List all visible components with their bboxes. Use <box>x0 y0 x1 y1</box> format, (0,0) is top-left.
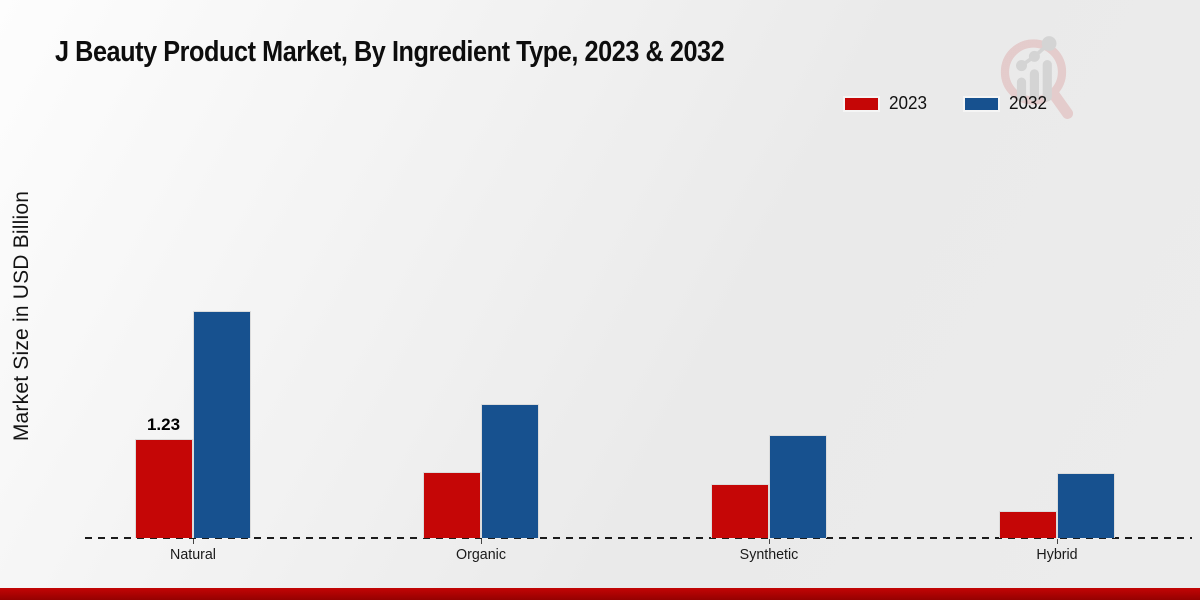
legend-swatch-2032 <box>965 97 999 110</box>
x-axis-category-label-hybrid: Hybrid <box>1035 546 1078 563</box>
bar-2032-organic <box>480 404 539 538</box>
legend-swatch-2023 <box>845 97 878 110</box>
x-axis-tick-hybrid <box>1056 539 1058 544</box>
x-axis-tick-organic <box>480 539 482 544</box>
bar-2023-hybrid <box>998 511 1057 538</box>
bar-2032-synthetic <box>768 435 827 538</box>
legend-item-2023: 2023 <box>845 93 929 114</box>
x-axis-category-label-synthetic: Synthetic <box>739 546 798 563</box>
legend-item-2032: 2032 <box>965 93 1049 114</box>
bar-2032-natural <box>192 311 251 538</box>
magnifier-chart-icon <box>1000 36 1074 119</box>
legend: 2023 2032 <box>845 93 1049 114</box>
bar-2023-synthetic <box>710 484 769 538</box>
x-axis-baseline <box>85 537 1192 539</box>
bar-2023-organic <box>422 472 481 538</box>
brand-watermark-magnifier-chart-icon <box>993 26 1085 130</box>
chart-title: J Beauty Product Market, By Ingredient T… <box>55 36 725 68</box>
legend-label-2023: 2023 <box>889 93 928 113</box>
x-axis-category-label-organic: Organic <box>455 546 506 563</box>
x-axis-tick-natural <box>192 539 194 544</box>
bar-2023-natural <box>134 439 193 538</box>
legend-label-2032: 2032 <box>1009 93 1048 113</box>
data-label-2023-natural: 1.23 <box>146 415 181 434</box>
bar-2032-hybrid <box>1056 473 1115 538</box>
x-axis-tick-synthetic <box>768 539 770 544</box>
x-axis-category-label-natural: Natural <box>169 546 216 563</box>
footer-accent-bar <box>0 588 1200 600</box>
